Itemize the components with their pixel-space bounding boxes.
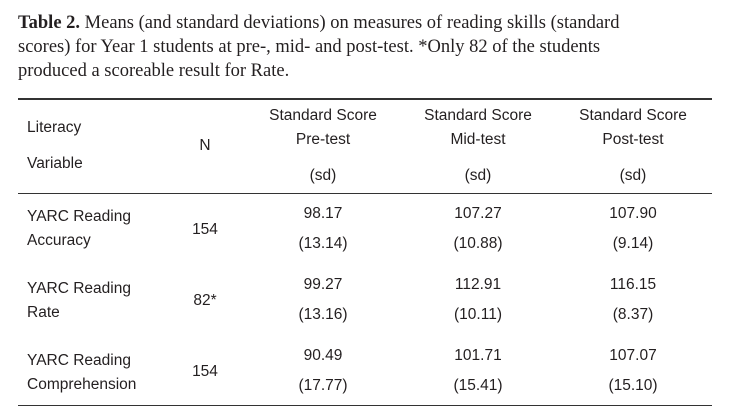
row-pre-mean: 98.17	[303, 205, 343, 222]
row-post-sd: (8.37)	[612, 306, 654, 323]
header-post-line-2: Post-test	[602, 131, 664, 148]
row-pre-mean: 99.27	[303, 276, 343, 293]
row-n: 154	[192, 221, 218, 238]
header-variable-line-1: Literacy	[27, 119, 82, 136]
row-variable-line-2: Rate	[27, 304, 60, 321]
table-bottom-rule	[18, 405, 712, 406]
header-pre-line-3: (sd)	[309, 167, 337, 184]
row-mid-sd: (15.41)	[453, 377, 503, 394]
header-pre-line-2: Pre-test	[295, 131, 351, 148]
caption-line-3: produced a scoreable result for Rate.	[18, 61, 290, 81]
row-variable-line-1: YARC Reading	[27, 280, 131, 297]
row-post-sd: (9.14)	[612, 235, 654, 252]
row-mid-sd: (10.11)	[454, 306, 502, 323]
row-pre-mean: 90.49	[303, 347, 343, 364]
header-post-line-3: (sd)	[619, 167, 647, 184]
row-post-mean: 107.90	[609, 205, 657, 222]
caption-label: Table 2.	[18, 13, 81, 33]
header-pre-line-1: Standard Score	[269, 107, 377, 124]
row-variable-line-1: YARC Reading	[27, 352, 131, 369]
table-top-rule	[18, 98, 712, 100]
header-mid-line-2: Mid-test	[450, 131, 506, 148]
row-pre-sd: (13.16)	[298, 306, 348, 323]
caption-text-1: Means (and standard deviations) on measu…	[80, 13, 620, 33]
row-mid-mean: 112.91	[454, 276, 502, 293]
row-pre-sd: (17.77)	[298, 377, 348, 394]
row-variable-line-2: Comprehension	[27, 376, 137, 393]
table-header-rule	[18, 193, 712, 194]
row-mid-sd: (10.88)	[453, 235, 503, 252]
row-post-sd: (15.10)	[608, 377, 658, 394]
header-mid-line-1: Standard Score	[424, 107, 532, 124]
row-mid-mean: 101.71	[454, 347, 502, 364]
header-post-line-1: Standard Score	[579, 107, 687, 124]
row-variable-line-2: Accuracy	[27, 232, 91, 249]
caption-line-2: scores) for Year 1 students at pre-, mid…	[18, 37, 601, 57]
header-n: N	[199, 137, 211, 154]
caption-line-1: Table 2. Means (and standard deviations)…	[18, 11, 718, 35]
row-n: 154	[192, 363, 218, 380]
row-n: 82*	[193, 292, 217, 309]
header-variable-line-2: Variable	[27, 155, 83, 172]
table-caption: Table 2. Means (and standard deviations)…	[18, 11, 718, 83]
row-post-mean: 116.15	[609, 276, 657, 293]
row-pre-sd: (13.14)	[298, 235, 348, 252]
row-variable-line-1: YARC Reading	[27, 208, 131, 225]
row-post-mean: 107.07	[609, 347, 657, 364]
header-mid-line-3: (sd)	[464, 167, 492, 184]
row-mid-mean: 107.27	[454, 205, 502, 222]
